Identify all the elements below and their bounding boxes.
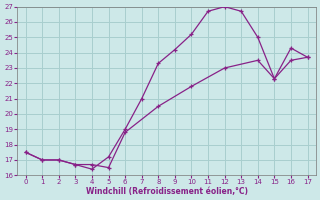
X-axis label: Windchill (Refroidissement éolien,°C): Windchill (Refroidissement éolien,°C) bbox=[85, 187, 248, 196]
